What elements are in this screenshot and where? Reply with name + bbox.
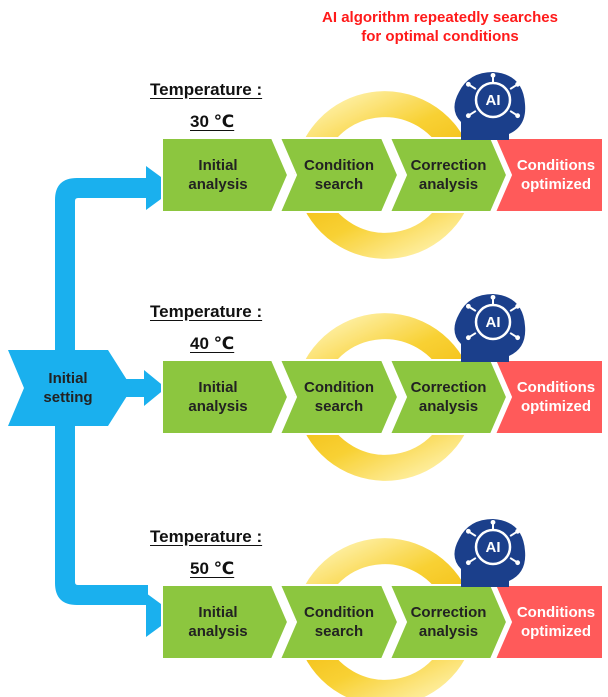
ai-badge-label: AI [485, 313, 501, 331]
step-label-optimized: Conditions optimized [516, 157, 596, 193]
process-row-3 [161, 519, 604, 697]
step-chevron-optimized [493, 359, 604, 435]
step-label-3: Correction analysis [410, 379, 487, 415]
ai-head-icon [454, 519, 526, 587]
process-row-1 [161, 72, 604, 259]
ai-banner-line-2: for optimal conditions [361, 28, 519, 45]
step-label-1: Initial analysis [188, 604, 248, 640]
step-chevron-2 [278, 359, 400, 435]
initial-setting-label: Initial setting [43, 370, 93, 406]
ai-banner: AI algorithm repeatedly searches for opt… [280, 8, 600, 46]
step-label-optimized: Conditions optimized [516, 379, 596, 415]
temperature-label: Temperature : [150, 80, 263, 99]
process-row-2 [161, 294, 604, 481]
step-label-1: Initial analysis [188, 379, 248, 415]
step-chevron-1 [161, 584, 290, 660]
temperature-value: 50 ℃ [190, 559, 235, 578]
step-chevron-1 [161, 137, 290, 213]
step-label-2: Condition search [304, 379, 374, 415]
step-chevron-2 [278, 137, 400, 213]
ai-badge-label: AI [485, 91, 501, 109]
branch-connector [55, 166, 176, 637]
initial-setting-shape [8, 350, 132, 426]
ai-head-icon [454, 72, 526, 140]
step-chevron-optimized [493, 137, 604, 213]
step-label-1: Initial analysis [188, 157, 248, 193]
arrow-head-row-2 [144, 370, 166, 406]
ai-badge-label: AI [485, 538, 501, 556]
step-chevron-optimized [493, 584, 604, 660]
temperature-value: 40 ℃ [190, 334, 235, 353]
step-label-3: Correction analysis [410, 604, 487, 640]
step-label-2: Condition search [304, 157, 374, 193]
step-chevron-1 [161, 359, 290, 435]
step-label-2: Condition search [304, 604, 374, 640]
step-chevron-2 [278, 584, 400, 660]
step-label-3: Correction analysis [410, 157, 487, 193]
step-label-optimized: Conditions optimized [516, 604, 596, 640]
temperature-value: 30 ℃ [190, 112, 235, 131]
ai-head-icon [454, 294, 526, 362]
ai-banner-line-1: AI algorithm repeatedly searches [322, 9, 558, 26]
temperature-label: Temperature : [150, 527, 263, 546]
temperature-label: Temperature : [150, 302, 263, 321]
